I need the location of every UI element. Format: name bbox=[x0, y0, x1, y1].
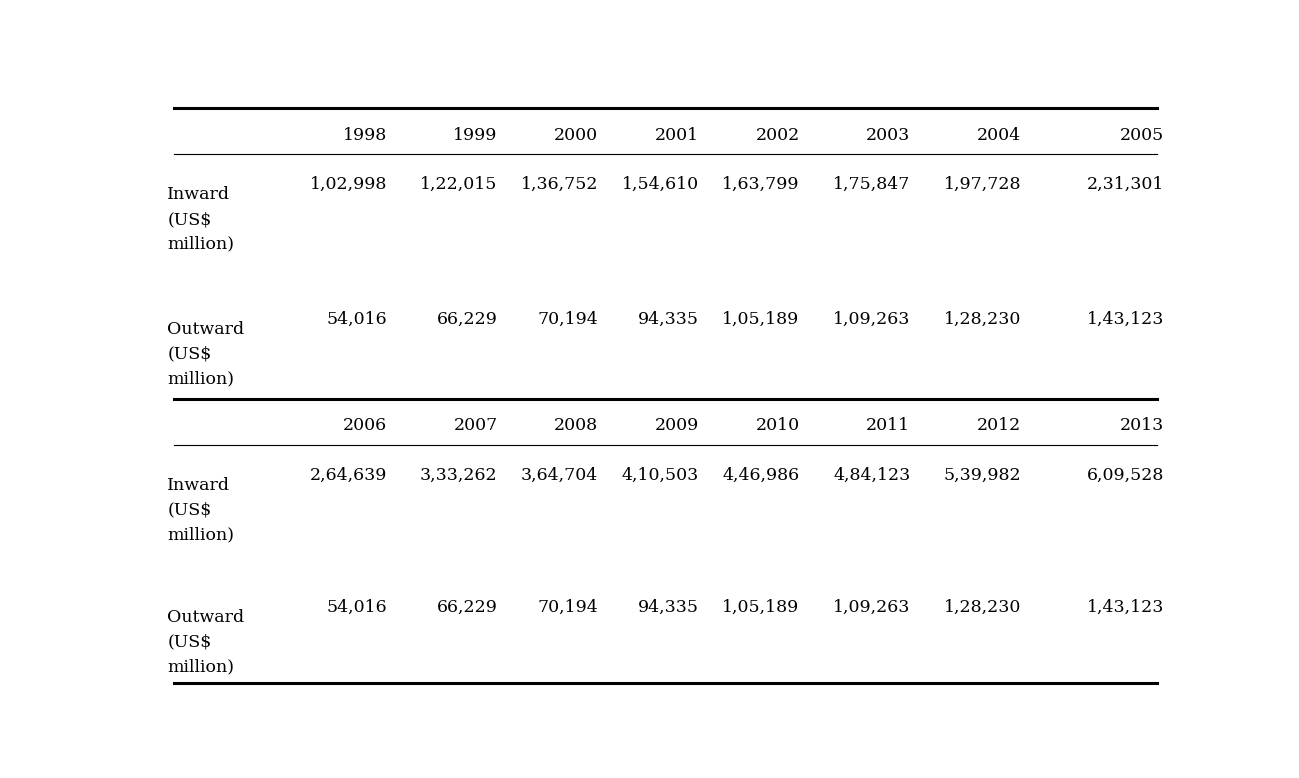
Text: 1998: 1998 bbox=[343, 127, 387, 144]
Text: 2006: 2006 bbox=[343, 417, 387, 434]
Text: 1,02,998: 1,02,998 bbox=[309, 176, 387, 193]
Text: 2001: 2001 bbox=[655, 127, 699, 144]
Text: 2010: 2010 bbox=[756, 417, 800, 434]
Text: 94,335: 94,335 bbox=[638, 598, 699, 615]
Text: Inward
(US$
million): Inward (US$ million) bbox=[168, 186, 234, 253]
Text: 66,229: 66,229 bbox=[436, 598, 498, 615]
Text: Outward
(US$
million): Outward (US$ million) bbox=[168, 321, 244, 387]
Text: 1,28,230: 1,28,230 bbox=[944, 311, 1021, 328]
Text: 1,09,263: 1,09,263 bbox=[833, 311, 911, 328]
Text: 3,33,262: 3,33,262 bbox=[420, 467, 498, 484]
Text: 1,05,189: 1,05,189 bbox=[722, 598, 800, 615]
Text: 1,43,123: 1,43,123 bbox=[1087, 311, 1164, 328]
Text: 2011: 2011 bbox=[866, 417, 911, 434]
Text: 2012: 2012 bbox=[977, 417, 1021, 434]
Text: 2008: 2008 bbox=[555, 417, 599, 434]
Text: 2007: 2007 bbox=[453, 417, 498, 434]
Text: 94,335: 94,335 bbox=[638, 311, 699, 328]
Text: 2013: 2013 bbox=[1120, 417, 1164, 434]
Text: 54,016: 54,016 bbox=[326, 311, 387, 328]
Text: 1,75,847: 1,75,847 bbox=[833, 176, 911, 193]
Text: 1,63,799: 1,63,799 bbox=[722, 176, 800, 193]
Text: 1,54,610: 1,54,610 bbox=[622, 176, 699, 193]
Text: 4,10,503: 4,10,503 bbox=[622, 467, 699, 484]
Text: 66,229: 66,229 bbox=[436, 311, 498, 328]
Text: 1999: 1999 bbox=[453, 127, 498, 144]
Text: 2004: 2004 bbox=[977, 127, 1021, 144]
Text: 4,46,986: 4,46,986 bbox=[722, 467, 800, 484]
Text: 4,84,123: 4,84,123 bbox=[833, 467, 911, 484]
Text: 1,36,752: 1,36,752 bbox=[521, 176, 599, 193]
Text: 2003: 2003 bbox=[866, 127, 911, 144]
Text: 2000: 2000 bbox=[555, 127, 599, 144]
Text: 1,43,123: 1,43,123 bbox=[1087, 598, 1164, 615]
Text: 2,31,301: 2,31,301 bbox=[1087, 176, 1164, 193]
Text: Outward
(US$
million): Outward (US$ million) bbox=[168, 608, 244, 675]
Text: 6,09,528: 6,09,528 bbox=[1087, 467, 1164, 484]
Text: 70,194: 70,194 bbox=[538, 311, 599, 328]
Text: 5,39,982: 5,39,982 bbox=[943, 467, 1021, 484]
Text: 1,28,230: 1,28,230 bbox=[944, 598, 1021, 615]
Text: 2,64,639: 2,64,639 bbox=[309, 467, 387, 484]
Text: 2005: 2005 bbox=[1120, 127, 1164, 144]
Text: 2009: 2009 bbox=[655, 417, 699, 434]
Text: Inward
(US$
million): Inward (US$ million) bbox=[168, 477, 234, 543]
Text: 54,016: 54,016 bbox=[326, 598, 387, 615]
Text: 2002: 2002 bbox=[756, 127, 800, 144]
Text: 1,05,189: 1,05,189 bbox=[722, 311, 800, 328]
Text: 3,64,704: 3,64,704 bbox=[521, 467, 599, 484]
Text: 1,09,263: 1,09,263 bbox=[833, 598, 911, 615]
Text: 1,22,015: 1,22,015 bbox=[421, 176, 498, 193]
Text: 1,97,728: 1,97,728 bbox=[943, 176, 1021, 193]
Text: 70,194: 70,194 bbox=[538, 598, 599, 615]
